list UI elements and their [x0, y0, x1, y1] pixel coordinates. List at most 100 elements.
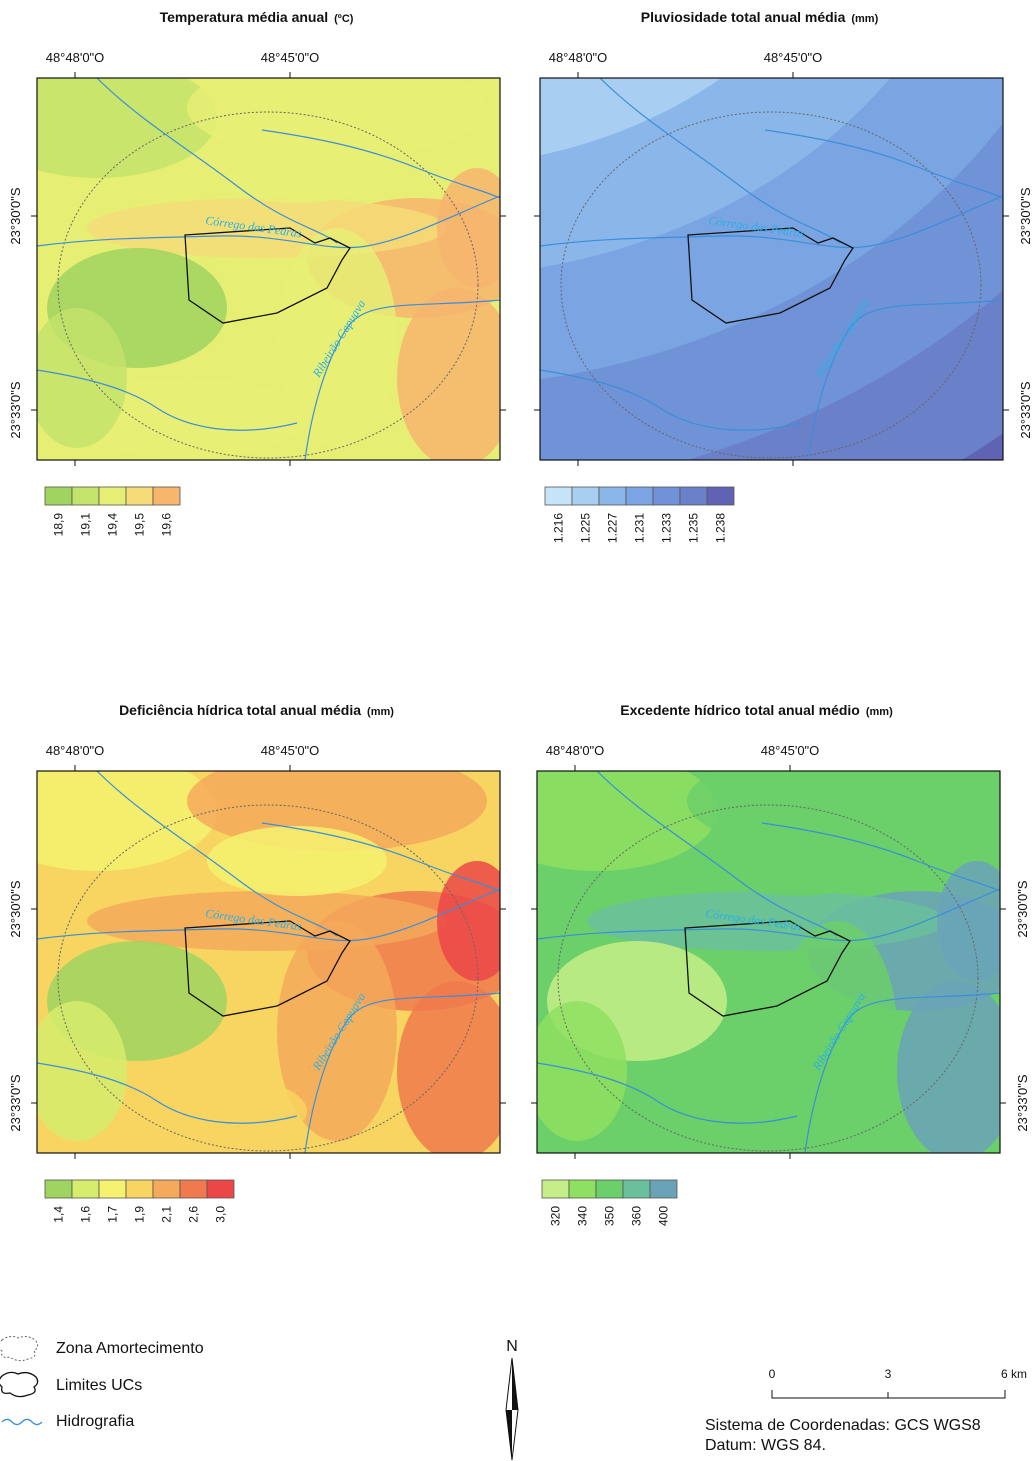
north-arrow: N: [505, 1338, 519, 1461]
map-patch: [37, 771, 217, 871]
uc-boundary: [687, 227, 854, 324]
map-frame: [36, 770, 501, 1154]
uc-boundary: [684, 920, 851, 1017]
river: [804, 992, 1000, 1153]
map-frame: [36, 77, 501, 461]
uc-boundary: [184, 227, 351, 324]
river: [761, 822, 1000, 892]
x-coordinate-label: 48°48'0"O: [46, 50, 105, 65]
river-icon: [1, 1418, 43, 1426]
legend-label: 1.216: [552, 513, 566, 543]
uc-icon: [0, 1371, 39, 1398]
legend-label: 1,9: [133, 1206, 147, 1223]
legend-label: 1,4: [52, 1206, 66, 1223]
map-patch: [37, 78, 217, 178]
legend-label: 1.235: [687, 513, 701, 543]
x-coordinate-label: 48°48'0"O: [46, 743, 105, 758]
map-patch: [777, 921, 897, 1141]
x-coordinate-label: 48°48'0"O: [549, 50, 608, 65]
legend-label: 320: [549, 1206, 563, 1226]
legend-label: 3,0: [214, 1206, 228, 1223]
coordinate-note: Datum: WGS 84.: [705, 1437, 826, 1454]
scale-label: 3: [885, 1367, 892, 1381]
legend-swatch: [98, 1179, 127, 1199]
panel-title: Excedente hídrico total anual médio (mm): [620, 702, 893, 718]
map-patch: [567, 1071, 807, 1151]
legend-swatch: [625, 486, 654, 506]
map-legend: Zona Amortecimento Limites UCs Hidrograf…: [0, 1335, 204, 1430]
north-fill: [506, 1358, 518, 1460]
legend-swatch: [568, 1179, 597, 1199]
river: [540, 195, 1003, 249]
buffer-zone: [560, 111, 982, 459]
x-coordinate-label: 48°45'0"O: [761, 743, 820, 758]
legend-label: 360: [630, 1206, 644, 1226]
color-legend: 18,9 19,1 19,4 19,5 19,6: [44, 486, 181, 537]
north-label: N: [506, 1338, 518, 1355]
legend-swatch: [706, 486, 735, 506]
legend-label: 1,6: [79, 1206, 93, 1223]
map-patch: [397, 288, 500, 460]
x-coordinate-label: 48°45'0"O: [261, 743, 320, 758]
legend-label: 1.238: [714, 513, 728, 543]
title-unit: (ºC): [334, 13, 354, 25]
river: [261, 129, 500, 199]
panel-title: Pluviosidade total anual média (mm): [641, 9, 879, 25]
map-frame: [536, 770, 1001, 1154]
legend-swatch: [152, 486, 181, 506]
map-patch: [207, 826, 387, 896]
map-patch: [207, 133, 387, 203]
legend-label: 2,1: [160, 1206, 174, 1223]
title-unit: (mm): [851, 13, 878, 25]
x-coordinate-label: 48°45'0"O: [764, 50, 823, 65]
legend-label: 340: [576, 1206, 590, 1226]
river: [537, 1062, 798, 1124]
river: [37, 888, 500, 942]
map-patch: [537, 771, 717, 871]
scale-label: 6 km: [1001, 1367, 1027, 1381]
legend-label: 1.233: [660, 513, 674, 543]
legend-swatch: [179, 1179, 208, 1199]
legend-label: 1.231: [633, 513, 647, 543]
coordinate-note: Sistema de Coordenadas: GCS WGS8: [705, 1417, 981, 1434]
legend-swatch: [125, 1179, 154, 1199]
title-unit: (mm): [866, 706, 893, 718]
legend-swatch: [44, 486, 73, 506]
legend-label: 1,7: [106, 1206, 120, 1223]
y-coordinate-label: 23°30'0"S: [8, 187, 23, 244]
legend-item: Limites UCs: [56, 1377, 142, 1394]
legend-swatch: [679, 486, 708, 506]
legend-swatch: [152, 1179, 181, 1199]
legend-swatch: [71, 1179, 100, 1199]
scale-label: 0: [769, 1367, 776, 1381]
river: [537, 888, 1000, 942]
legend-label: 19,4: [106, 513, 120, 537]
legend-label: 19,5: [133, 513, 147, 537]
y-coordinate-label: 23°30'0"S: [8, 880, 23, 937]
color-legend: 1.216 1.225 1.227 1.231 1.233 1.235 1.238: [544, 486, 735, 543]
scale-line: [771, 1390, 1006, 1399]
legend-swatch: [544, 486, 573, 506]
rain-band: [540, 78, 722, 156]
y-coordinate-label: 23°30'0"S: [1015, 880, 1030, 937]
map-patch: [437, 168, 500, 288]
title-text: Deficiência hídrica total anual média: [119, 702, 361, 718]
legend-swatch: [98, 486, 127, 506]
color-legend: 1,4 1,6 1,7 1,9 2,1 2,6 3,0: [44, 1179, 235, 1223]
legend-swatch: [541, 1179, 570, 1199]
river: [304, 992, 500, 1153]
legend-swatch: [598, 486, 627, 506]
x-coordinate-label: 48°45'0"O: [261, 50, 320, 65]
y-coordinate-label: 23°33'0"S: [8, 1074, 23, 1131]
title-text: Pluviosidade total anual média: [641, 9, 846, 25]
legend-label: 18,9: [52, 513, 66, 537]
map-patch: [437, 861, 500, 981]
legend-label: 19,6: [160, 513, 174, 537]
